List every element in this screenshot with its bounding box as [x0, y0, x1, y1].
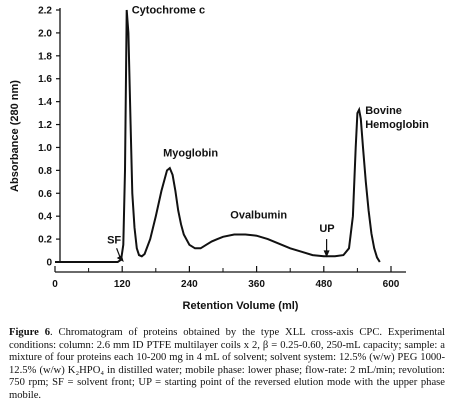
y-axis-label: Absorbance (280 nm): [9, 80, 21, 192]
y-tick-label: 1.4: [38, 97, 52, 108]
annotation-label: UP: [319, 223, 334, 235]
sf-arrow-head: [116, 255, 124, 262]
annotation-label: Bovine: [365, 105, 402, 117]
peak-annotations: Cytochrome c Myoglobin Ovalbumin Bovine Hemo…: [107, 4, 429, 246]
x-tick-label: 360: [248, 279, 265, 290]
y-tick-label: 1.6: [38, 74, 52, 85]
x-axis-label: Retention Volume (ml): [183, 300, 299, 312]
figure-label: Figure 6: [9, 327, 50, 338]
y-tick-label: 2.0: [38, 28, 52, 39]
marker-arrow-head: [323, 250, 330, 258]
y-tick-label: 2.2: [38, 6, 52, 17]
y-tick-label: 1.0: [38, 143, 52, 154]
x-tick-label: 600: [383, 279, 400, 290]
x-tick-label: 120: [114, 279, 131, 290]
caption-text: . Chromatogram of proteins obtained by t…: [9, 327, 445, 401]
marker-arrows: [116, 239, 330, 262]
y-tick-label: 0.2: [38, 235, 52, 246]
chromatogram-chart: 0 0.2 0.4 0.6 0.8 1.0 1.2 1.4 1.6 1.8 2.0 2.2 0 120 2…: [9, 4, 429, 312]
chart-svg: 0 0.2 0.4 0.6 0.8 1.0 1.2 1.4 1.6 1.8 2.0 2.2 0 120 2…: [9, 4, 429, 312]
x-tick-label: 0: [52, 279, 58, 290]
annotation-label: Ovalbumin: [230, 209, 287, 221]
y-tick-label: 0: [46, 258, 52, 269]
axes: [55, 8, 406, 273]
y-tick-label: 0.6: [38, 189, 52, 200]
annotation-label: SF: [107, 235, 121, 247]
absorbance-trace: [55, 9, 381, 263]
x-ticks: 0 120 240 360 480 600: [52, 266, 400, 290]
y-tick-label: 0.8: [38, 166, 52, 177]
x-tick-label: 240: [181, 279, 198, 290]
annotation-label: Cytochrome c: [132, 4, 205, 16]
y-ticks: 0 0.2 0.4 0.6 0.8 1.0 1.2 1.4 1.6 1.8 2.0 2.2: [38, 6, 60, 269]
y-tick-label: 1.8: [38, 51, 52, 62]
y-tick-label: 1.2: [38, 120, 52, 131]
y-tick-label: 0.4: [38, 212, 52, 223]
annotation-label: Myoglobin: [163, 148, 218, 160]
figure-caption: Figure 6. Chromatogram of proteins obtai…: [9, 327, 445, 403]
x-tick-label: 480: [315, 279, 332, 290]
annotation-label: Hemoglobin: [365, 119, 429, 131]
